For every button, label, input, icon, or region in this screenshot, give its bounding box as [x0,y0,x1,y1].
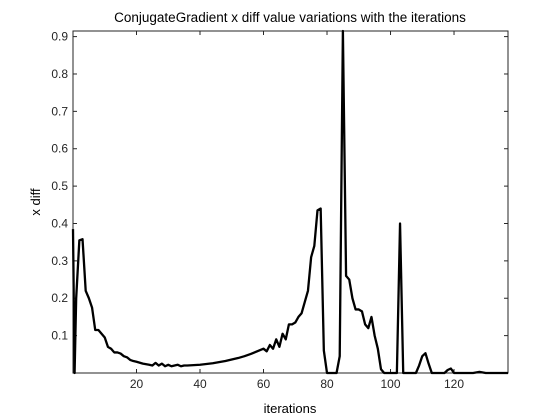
x-tick-label: 60 [257,377,271,391]
y-tick-label: 0.4 [51,216,68,230]
series-line [71,29,508,375]
x-tick-label: 120 [444,377,464,391]
x-tick-label: 40 [193,377,207,391]
x-axis-label: iterations [264,401,317,416]
y-tick-label: 0.3 [51,254,68,268]
y-tick-label: 0.6 [51,142,68,156]
y-tick-label: 0.5 [51,179,68,193]
x-tick-label: 100 [381,377,401,391]
y-tick-label: 0.9 [51,30,68,44]
y-tick-label: 0.2 [51,291,68,305]
x-axis-ticks: 20 40 60 80 100 120 [130,31,464,391]
x-tick-label: 80 [320,377,334,391]
y-tick-label: 0.1 [51,329,68,343]
axes-box [72,30,509,374]
y-tick-label: 0.8 [51,67,68,81]
plot-area: 20 40 60 80 100 120 0.1 0.2 0.3 0.4 0.5 0.6 0.7 0.8 0… [51,29,509,391]
chart-title: ConjugateGradient x diff value variation… [114,10,466,25]
y-axis-label: x diff [28,188,43,216]
x-tick-label: 20 [130,377,144,391]
y-tick-label: 0.7 [51,104,68,118]
